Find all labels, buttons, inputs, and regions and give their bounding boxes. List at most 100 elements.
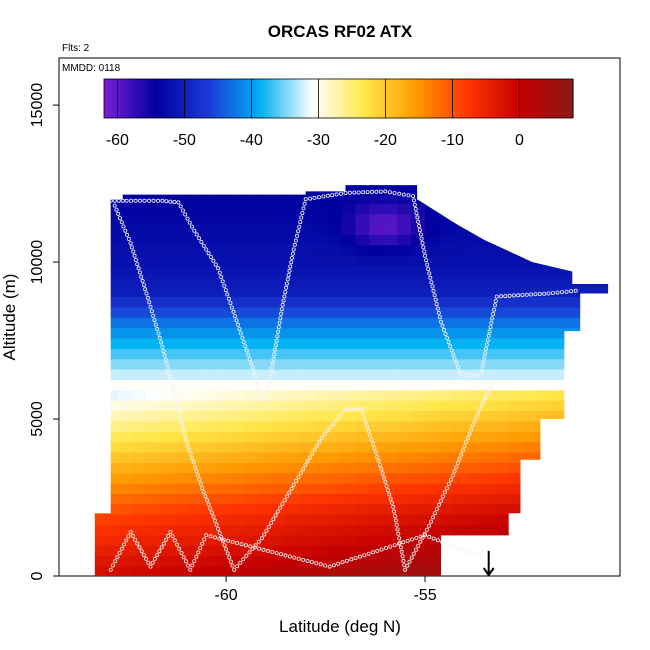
heatmap-cell	[118, 555, 134, 567]
heatmap-cell	[480, 213, 496, 225]
heatmap-cell	[327, 472, 343, 484]
heatmap-cell	[606, 185, 609, 194]
heatmap-cell	[439, 358, 454, 370]
track-point	[405, 563, 410, 568]
heatmap-cell	[271, 337, 287, 349]
colorbar-segment	[553, 79, 558, 118]
heatmap-cell	[202, 431, 217, 443]
heatmap-cell	[466, 513, 482, 525]
heatmap-cell	[592, 213, 607, 225]
heatmap-cell	[341, 482, 357, 494]
heatmap-cell	[327, 431, 343, 443]
heatmap-cell	[369, 213, 384, 225]
track-point	[485, 391, 490, 396]
heatmap-cell	[369, 368, 384, 380]
heatmap-cell	[146, 244, 162, 256]
heatmap-cell	[146, 379, 162, 391]
track-point	[212, 518, 217, 523]
colorbar-segment	[404, 79, 410, 118]
heatmap-cell	[118, 534, 134, 546]
heatmap-cell	[285, 368, 301, 380]
track-point	[284, 494, 289, 499]
heatmap-cell	[411, 285, 426, 298]
heatmap-cell	[578, 185, 593, 194]
heatmap-cell	[564, 451, 579, 463]
heatmap-cell	[146, 327, 162, 339]
track-point	[291, 247, 296, 252]
heatmap-cell	[452, 565, 468, 576]
colorbar-segment	[487, 79, 492, 118]
track-point	[211, 514, 216, 519]
heatmap-cell	[425, 565, 440, 576]
colorbar-segment	[479, 79, 484, 118]
track-point	[321, 194, 326, 199]
heatmap-cell	[466, 472, 482, 484]
track-point	[440, 494, 445, 499]
heatmap-cell	[160, 337, 176, 349]
track-point	[385, 488, 390, 493]
colorbar-segment	[178, 79, 183, 118]
track-point	[300, 210, 305, 215]
heatmap-cell	[94, 565, 106, 576]
heatmap-cell	[271, 358, 287, 370]
heatmap-cell	[578, 410, 593, 422]
heatmap-cell	[480, 420, 496, 432]
track-point	[176, 408, 181, 413]
heatmap-cell	[94, 265, 106, 277]
heatmap-cell	[257, 399, 273, 412]
heatmap-cell	[439, 524, 454, 536]
heatmap-cell	[160, 234, 176, 246]
track-point	[409, 555, 414, 560]
colorbar-segment	[385, 79, 390, 118]
heatmap-cell	[480, 482, 496, 494]
track-point	[194, 468, 199, 473]
heatmap-cell	[146, 213, 162, 225]
heatmap-cell	[508, 213, 524, 225]
heatmap-cell	[522, 524, 538, 536]
heatmap-cell	[466, 399, 482, 412]
track-point	[474, 415, 479, 420]
heatmap-cell	[383, 379, 398, 391]
heatmap-cell	[606, 524, 609, 536]
colorbar-segment	[350, 79, 355, 118]
heatmap-cell	[132, 306, 148, 318]
heatmap-cell	[355, 420, 371, 432]
heatmap-cell	[327, 275, 343, 287]
track-point	[284, 285, 289, 290]
track-point	[187, 220, 192, 225]
heatmap-cell	[439, 275, 454, 287]
heatmap-cell	[216, 431, 231, 443]
heatmap-cell	[202, 317, 217, 329]
track-point	[188, 567, 193, 572]
track-point	[379, 467, 384, 472]
heatmap-cell	[230, 472, 245, 484]
heatmap-cell	[230, 358, 245, 370]
heatmap-cell	[94, 317, 106, 329]
track-point	[426, 523, 431, 528]
heatmap-cell	[202, 296, 217, 308]
heatmap-cell	[174, 399, 190, 412]
heatmap-cell	[271, 431, 287, 443]
heatmap-cell	[257, 358, 273, 370]
heatmap-cell	[244, 306, 259, 318]
track-point	[128, 530, 133, 535]
heatmap-cell	[522, 213, 538, 225]
heatmap-cell	[174, 348, 190, 360]
heatmap-cell	[132, 472, 148, 484]
track-point	[405, 538, 410, 543]
track-point	[266, 524, 271, 529]
track-point	[483, 346, 488, 351]
heatmap-cell	[508, 544, 524, 557]
heatmap-cell	[244, 223, 259, 235]
heatmap-cell	[536, 213, 552, 225]
heatmap-cell	[244, 379, 259, 391]
heatmap-cell	[146, 348, 162, 360]
heatmap-cell	[160, 544, 176, 557]
colorbar-segment	[412, 79, 418, 118]
track-point	[359, 407, 364, 412]
heatmap-cell	[257, 451, 273, 463]
heatmap-cell	[508, 358, 524, 370]
track-point	[492, 303, 497, 308]
track-point	[289, 260, 294, 265]
heatmap-cell	[494, 234, 510, 246]
